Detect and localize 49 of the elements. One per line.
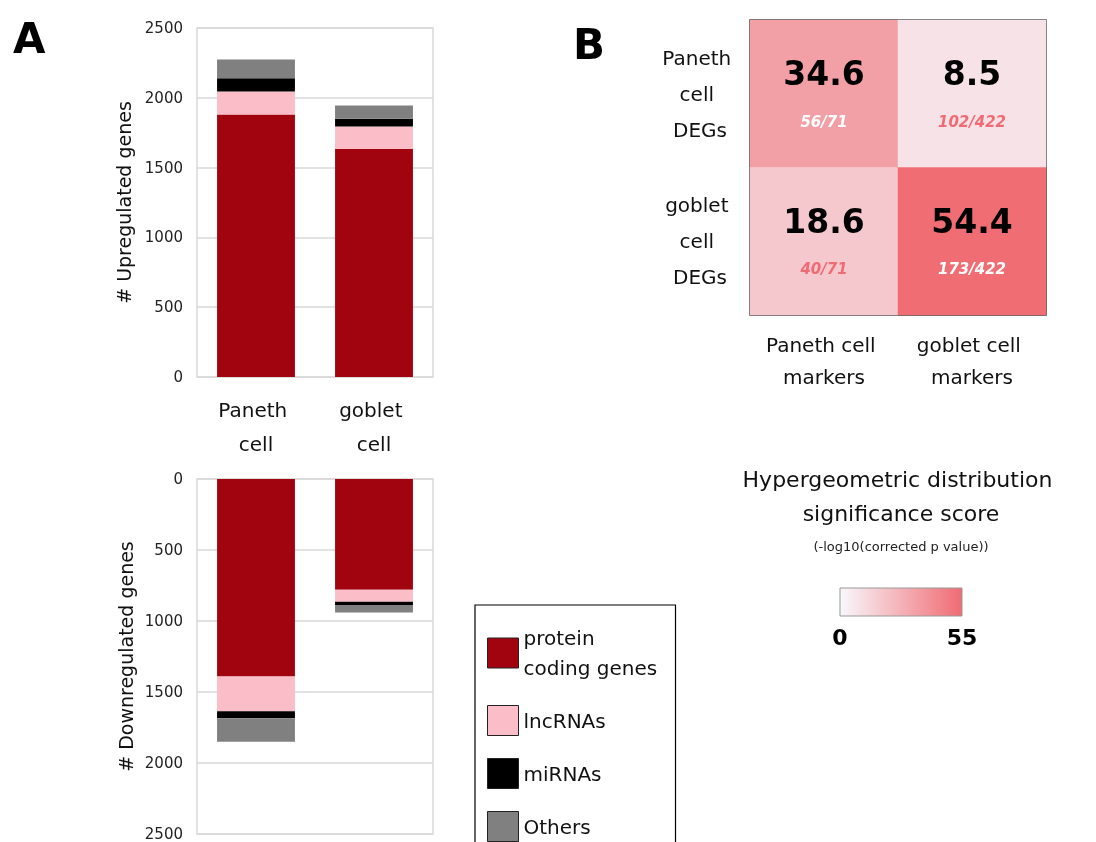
bar bbox=[217, 676, 295, 712]
legend-label: miRNAs bbox=[523, 761, 602, 786]
data-label: 18.6 40/71 bbox=[783, 201, 865, 279]
legend-label: lncRNAs bbox=[523, 708, 606, 733]
bar bbox=[335, 126, 413, 149]
color-bar-label: 0 bbox=[832, 624, 848, 650]
y-tick-label: goblet cell DEGs bbox=[665, 193, 735, 290]
bar bbox=[217, 479, 295, 677]
bar bbox=[217, 78, 295, 92]
y-tick-label: Paneth cell DEGs bbox=[662, 45, 738, 142]
text: (-log10(corrected p value)) bbox=[813, 539, 989, 554]
x-tick-label: Paneth cell bbox=[218, 398, 294, 456]
bar bbox=[217, 718, 295, 742]
y-tick-label: 500 bbox=[154, 298, 183, 317]
bar bbox=[335, 105, 413, 119]
bar bbox=[217, 711, 295, 719]
y-tick-label: 500 bbox=[154, 541, 183, 559]
y-tick-label: 1000 bbox=[144, 228, 183, 247]
bar bbox=[217, 114, 295, 377]
y-tick-label: 2000 bbox=[144, 754, 183, 772]
data-label: 8.5 102/422 bbox=[937, 54, 1007, 131]
y-tick-label: 1500 bbox=[144, 683, 183, 701]
x-tick-label: goblet cell markers bbox=[916, 333, 1028, 389]
bar bbox=[335, 605, 413, 613]
data-label: 34.6 56/71 bbox=[783, 54, 865, 131]
bar bbox=[335, 148, 413, 377]
y-tick-label: 0 bbox=[173, 470, 183, 488]
bar bbox=[217, 59, 295, 79]
legend-label: Others bbox=[523, 814, 591, 839]
chart-title: B bbox=[573, 19, 606, 69]
y-tick-label: 2500 bbox=[144, 19, 183, 37]
bar bbox=[335, 118, 413, 127]
y-tick-label: 2000 bbox=[144, 88, 183, 107]
y-tick-label: 1000 bbox=[144, 612, 183, 630]
y-axis-title: # Downregulated genes bbox=[114, 541, 137, 772]
y-tick-label: 0 bbox=[173, 368, 183, 386]
chart-title: A bbox=[13, 13, 46, 63]
y-axis-title: # Upregulated genes bbox=[113, 101, 136, 304]
x-tick-label: goblet cell bbox=[339, 398, 409, 456]
legend-label: protein coding genes bbox=[523, 626, 658, 680]
color-bar-label: 55 bbox=[946, 624, 978, 650]
bar bbox=[217, 91, 295, 115]
x-tick-label: Paneth cell markers bbox=[765, 333, 883, 389]
bar bbox=[335, 479, 413, 590]
y-tick-label: 2500 bbox=[144, 825, 183, 842]
color-bar-title: Hypergeometric distribution significance score bbox=[742, 466, 1060, 526]
bar bbox=[335, 589, 413, 602]
data-label: 54.4 173/422 bbox=[931, 201, 1013, 279]
y-tick-label: 1500 bbox=[144, 158, 183, 177]
